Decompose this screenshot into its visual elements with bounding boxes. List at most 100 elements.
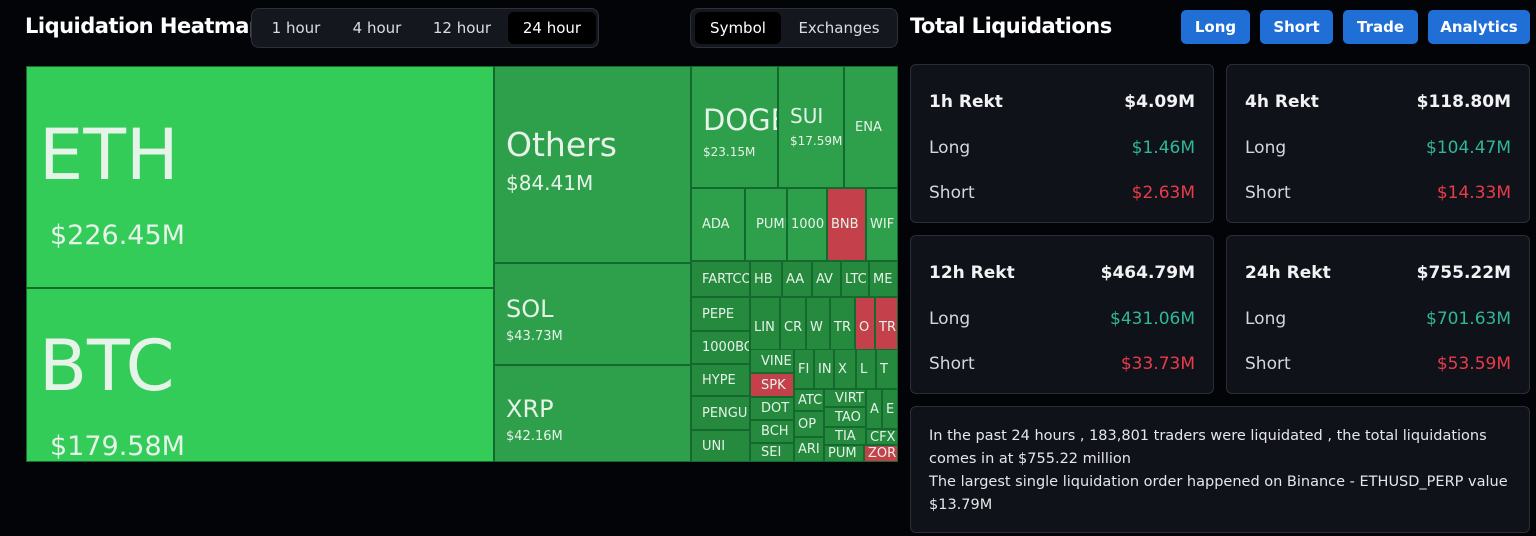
tab-exchanges[interactable]: Exchanges: [798, 19, 880, 37]
heatmap-tile-wif[interactable]: WIF: [866, 188, 898, 261]
tile-symbol: TIA: [835, 428, 856, 444]
tile-symbol: ETH: [39, 114, 179, 196]
heatmap-tile-me[interactable]: ME: [869, 261, 898, 297]
heatmap-tile-pum[interactable]: PUM: [824, 445, 864, 462]
heatmap-tile-uni[interactable]: UNI: [691, 430, 750, 462]
heatmap-tile-virt[interactable]: VIRT: [824, 389, 866, 407]
liquidation-heatmap: ETH $226.45M BTC $179.58M Others $84.41M SOL $4…: [26, 66, 898, 462]
heatmap-tile-sei[interactable]: SEI: [750, 443, 794, 462]
tile-value: $226.45M: [50, 220, 185, 251]
tab-12-hour[interactable]: 12 hour: [432, 19, 492, 37]
tile-symbol: FARTCO: [702, 271, 750, 287]
heatmap-tile-ari[interactable]: ARI: [794, 437, 824, 462]
heatmap-tile-bnb[interactable]: BNB: [827, 188, 866, 261]
tab-symbol[interactable]: Symbol: [695, 12, 781, 44]
heatmap-tile-tao[interactable]: TAO: [824, 407, 866, 427]
heatmap-tile-sol[interactable]: SOL $43.73M: [494, 263, 691, 365]
heatmap-tile-spk[interactable]: SPK: [750, 373, 794, 397]
short-label: Short: [929, 183, 975, 203]
heatmap-tile-tr[interactable]: TR: [875, 297, 898, 357]
tile-symbol: 1000BO: [702, 340, 750, 355]
heatmap-tile-hb[interactable]: HB: [750, 261, 782, 297]
tile-symbol: W: [810, 319, 823, 335]
heatmap-tile-l[interactable]: L: [856, 349, 876, 389]
tile-symbol: BNB: [831, 217, 859, 232]
tab-1-hour[interactable]: 1 hour: [271, 19, 321, 37]
tile-symbol: AV: [816, 271, 833, 287]
tile-symbol: CFX: [870, 429, 896, 445]
heatmap-tile-cfx[interactable]: CFX: [866, 429, 898, 445]
heatmap-tile-eth[interactable]: ETH $226.45M: [26, 66, 494, 288]
long-button[interactable]: Long: [1181, 10, 1250, 44]
tab-4-hour[interactable]: 4 hour: [352, 19, 402, 37]
heatmap-tile-pepe[interactable]: PEPE: [691, 297, 750, 331]
tile-symbol: UNI: [702, 438, 726, 454]
heatmap-tile-pengu[interactable]: PENGU: [691, 396, 750, 430]
heatmap-tile-pump[interactable]: PUMP: [745, 188, 787, 261]
short-label: Short: [1245, 354, 1291, 374]
tile-symbol: DOGE: [703, 103, 777, 137]
heatmap-tile-aa[interactable]: AA: [782, 261, 812, 297]
tab-24-hour[interactable]: 24 hour: [508, 12, 596, 44]
heatmap-tile-tr[interactable]: TR: [830, 297, 855, 357]
heatmap-tile-vine[interactable]: VINE: [750, 349, 794, 373]
heatmap-tile-o[interactable]: O: [855, 297, 875, 357]
tile-value: $17.59M: [790, 134, 843, 148]
heatmap-tile-fartco[interactable]: FARTCO: [691, 261, 750, 297]
heatmap-tile-fi[interactable]: FI: [794, 349, 814, 389]
heatmap-tile-a[interactable]: A: [866, 389, 882, 429]
tile-symbol: PUM: [828, 446, 857, 461]
heatmap-tile-e[interactable]: E: [882, 389, 898, 429]
tile-symbol: CR: [784, 319, 803, 335]
liquidation-summary: In the past 24 hours , 183,801 traders w…: [910, 406, 1530, 533]
tile-symbol: SEI: [761, 445, 782, 460]
heatmap-tile-dot[interactable]: DOT: [750, 397, 794, 420]
heatmap-tile-cr[interactable]: CR: [780, 297, 806, 357]
card-title: 4h Rekt: [1245, 92, 1319, 112]
rekt-card-24h: 24h Rekt $755.22M Long $701.63M Short $53.5…: [1226, 235, 1530, 394]
heatmap-tile-ada[interactable]: ADA: [691, 188, 745, 261]
card-title: 24h Rekt: [1245, 263, 1331, 283]
short-value: $33.73M: [1120, 354, 1195, 374]
tile-symbol: TR: [879, 319, 896, 335]
heatmap-tile-1000bo[interactable]: 1000BO: [691, 331, 750, 364]
heatmap-tile-in[interactable]: IN: [814, 349, 834, 389]
long-label: Long: [1245, 138, 1287, 158]
heatmap-tile-ltc[interactable]: LTC: [841, 261, 869, 297]
heatmap-tile-x[interactable]: X: [834, 349, 856, 389]
heatmap-tile-ena[interactable]: ENA: [844, 66, 898, 188]
heatmap-tile-hype[interactable]: HYPE: [691, 364, 750, 396]
total-liquidations-title: Total Liquidations: [910, 14, 1112, 38]
tile-symbol: IN: [818, 361, 832, 377]
tile-symbol: X: [838, 361, 847, 377]
tile-symbol: L: [860, 361, 868, 377]
heatmap-tile-av[interactable]: AV: [812, 261, 841, 297]
heatmap-tile-atc[interactable]: ATC: [794, 389, 824, 411]
heatmap-tile-lin[interactable]: LIN: [750, 297, 780, 357]
tile-symbol: TR: [834, 319, 851, 335]
heatmap-tile-xrp[interactable]: XRP $42.16M: [494, 365, 691, 462]
long-label: Long: [929, 138, 971, 158]
long-value: $1.46M: [1131, 138, 1195, 158]
tile-value: $179.58M: [50, 431, 185, 462]
heatmap-tile-doge[interactable]: DOGE $23.15M: [691, 66, 778, 188]
heatmap-tile-btc[interactable]: BTC $179.58M: [26, 288, 494, 462]
heatmap-tile-op[interactable]: OP: [794, 411, 824, 437]
analytics-button[interactable]: Analytics: [1428, 10, 1530, 44]
heatmap-tile-tia[interactable]: TIA: [824, 427, 866, 445]
tile-value: $43.73M: [506, 329, 563, 344]
heatmap-tile-others[interactable]: Others $84.41M: [494, 66, 691, 263]
tile-symbol: PENGU: [702, 405, 748, 421]
heatmap-tile-w[interactable]: W: [806, 297, 830, 357]
trade-button[interactable]: Trade: [1343, 10, 1418, 44]
heatmap-tile-bch[interactable]: BCH: [750, 420, 794, 443]
tile-symbol: ADA: [702, 217, 730, 232]
heatmap-tile-zor[interactable]: ZOR: [864, 445, 898, 462]
short-button[interactable]: Short: [1260, 10, 1333, 44]
tile-symbol: ATC: [798, 392, 823, 408]
summary-line-largest-order: The largest single liquidation order hap…: [929, 474, 1508, 513]
heatmap-tile-t[interactable]: T: [876, 349, 898, 389]
heatmap-tile-sui[interactable]: SUI $17.59M: [778, 66, 844, 188]
heatmap-tile-1000[interactable]: 1000: [787, 188, 827, 261]
tile-symbol: AA: [786, 271, 805, 287]
